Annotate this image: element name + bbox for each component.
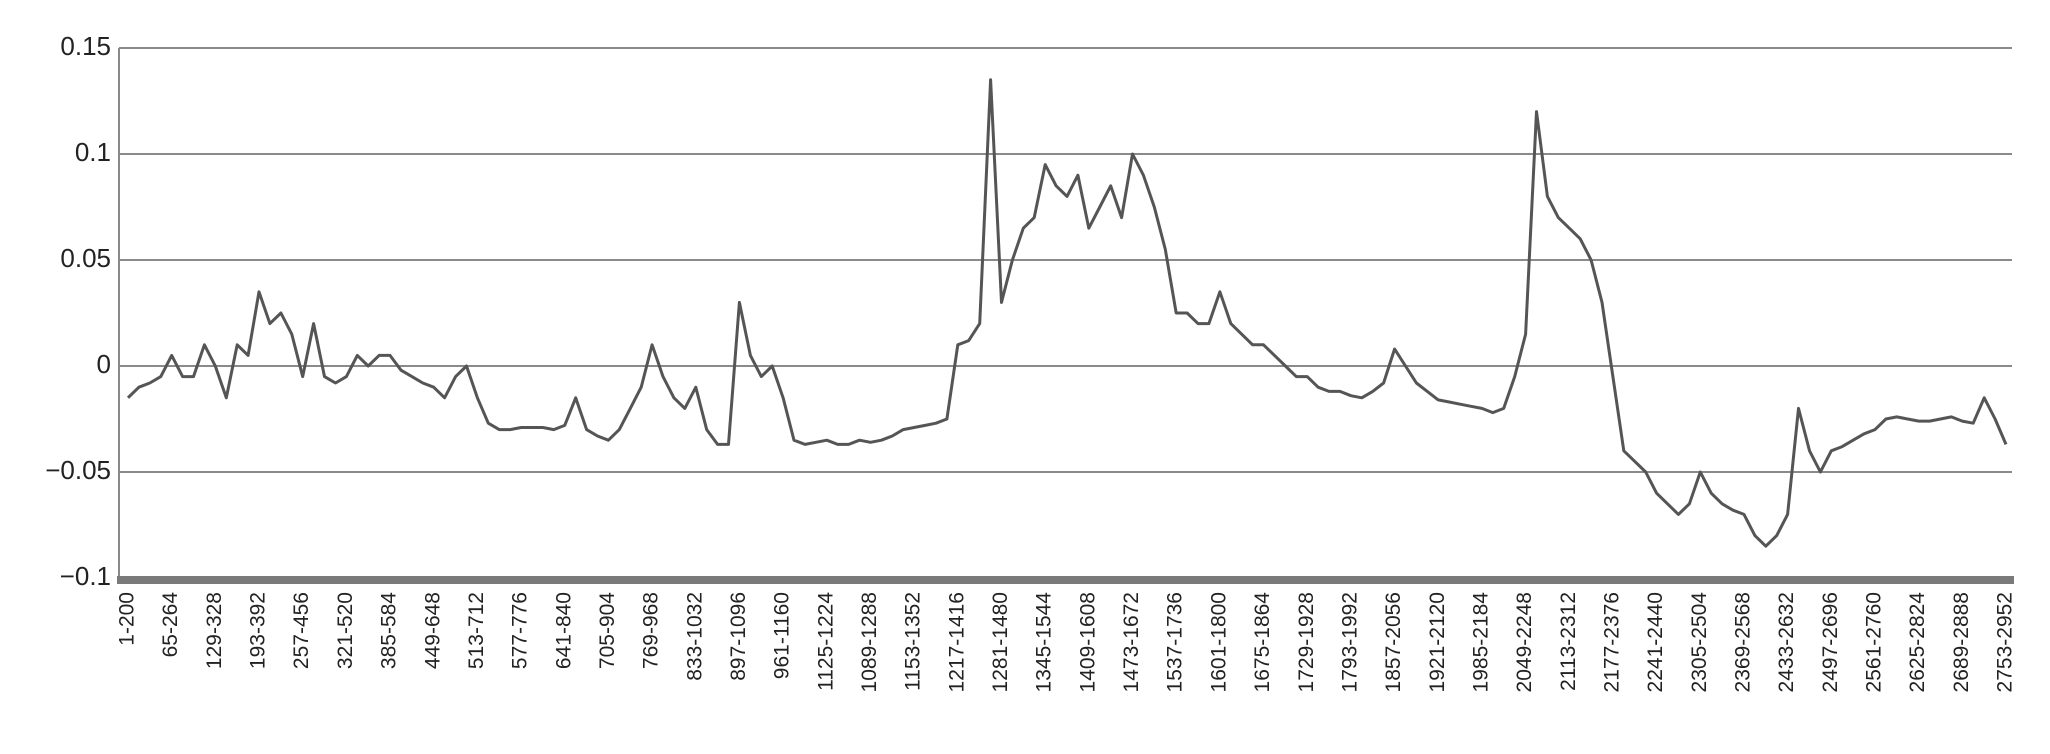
x-tick-label: 1217-1416 (945, 592, 968, 692)
x-tick-label: 833-1032 (683, 592, 706, 681)
x-tick-label: 2241-2440 (1644, 592, 1667, 692)
x-tick-label: 129-328 (203, 592, 226, 669)
x-tick-label: 2369-2568 (1732, 592, 1755, 692)
x-tick-label: 2113-2312 (1557, 592, 1580, 691)
data-line (126, 78, 2008, 548)
x-axis-bar (117, 576, 2014, 584)
y-tick-label: −0.1 (60, 561, 111, 591)
x-tick-label: 2625-2824 (1906, 592, 1929, 693)
y-tick-label: 0.15 (60, 31, 111, 61)
x-tick-label: 1089-1288 (858, 592, 881, 692)
x-tick-label: 385-584 (378, 592, 401, 669)
x-tick-label: 1125-1224 (814, 592, 837, 691)
x-tick-label: 1601-1800 (1207, 592, 1230, 692)
x-tick-label: 193-392 (247, 592, 270, 669)
x-tick-label: 705-904 (596, 592, 619, 669)
x-tick-label: 1153-1352 (902, 592, 925, 691)
x-tick-label: 2049-2248 (1513, 592, 1536, 692)
y-tick-label: −0.05 (45, 455, 111, 485)
x-tick-label: 1793-1992 (1338, 592, 1361, 692)
x-tick-label: 1985-2184 (1469, 592, 1492, 693)
x-tick-label: 1409-1608 (1076, 592, 1099, 692)
x-tick-label: 2305-2504 (1688, 592, 1711, 693)
x-tick-label: 449-648 (421, 592, 444, 669)
x-tick-label: 1-200 (116, 592, 139, 646)
x-tick-label: 897-1096 (727, 592, 750, 681)
x-tick-label: 769-968 (640, 592, 663, 669)
x-tick-label: 513-712 (465, 592, 488, 669)
x-tick-label: 1281-1480 (989, 592, 1012, 692)
x-tick-label: 1729-1928 (1295, 592, 1318, 692)
x-tick-label: 1345-1544 (1033, 592, 1056, 693)
x-tick-label: 2561-2760 (1863, 592, 1886, 692)
y-tick-label: 0.1 (75, 137, 111, 167)
x-tick-label: 1921-2120 (1426, 592, 1449, 692)
x-tick-label: 257-456 (290, 592, 313, 669)
x-tick-label: 2753-2952 (1994, 592, 2017, 692)
y-tick-label: 0.05 (60, 243, 111, 273)
x-tick-label: 2497-2696 (1819, 592, 1842, 692)
x-tick-label: 1537-1736 (1164, 592, 1187, 692)
x-tick-label: 2689-2888 (1950, 592, 1973, 692)
x-tick-label: 2177-2376 (1600, 592, 1623, 692)
x-tick-label: 1857-2056 (1382, 592, 1405, 692)
x-tick-label: 321-520 (334, 592, 357, 669)
x-tick-label: 577-776 (509, 592, 532, 669)
x-tick-label: 961-1160 (771, 592, 794, 679)
x-tick-label: 65-264 (159, 592, 182, 658)
x-tick-label: 1473-1672 (1120, 592, 1143, 692)
y-tick-label: 0 (97, 349, 111, 379)
x-tick-label: 2433-2632 (1775, 592, 1798, 692)
x-tick-label: 641-840 (552, 592, 575, 669)
x-tick-label: 1675-1864 (1251, 592, 1274, 693)
